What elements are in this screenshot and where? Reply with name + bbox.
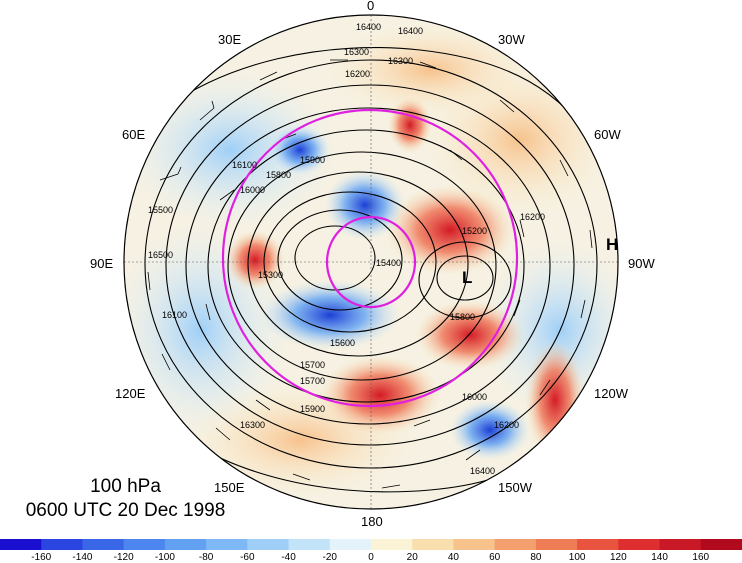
lon-label-120w: 120W	[594, 386, 628, 401]
contour-label: 15800	[266, 170, 292, 180]
colorbar-tick-label: 140	[651, 552, 668, 563]
colorbar-tick-label: 20	[406, 552, 418, 563]
contour-label: 15200	[462, 226, 488, 236]
lon-label-90e: 90E	[90, 256, 114, 271]
colorbar-swatch	[206, 539, 248, 550]
lon-label-60w: 60W	[594, 127, 621, 142]
contour-label: 16300	[240, 420, 266, 430]
colorbar-tick-label: -20	[322, 552, 337, 563]
lon-label-150e: 150E	[214, 480, 245, 495]
contour-label: 15800	[450, 312, 476, 322]
contour-label: 16400	[470, 466, 496, 476]
lon-label-180: 180	[361, 514, 383, 529]
high-center-label: H	[606, 235, 619, 254]
contour-label: 16200	[345, 69, 371, 79]
colorbar-swatch	[453, 539, 496, 550]
colorbar-swatch	[164, 539, 207, 550]
colorbar-swatch	[577, 539, 619, 550]
colorbar-tick-label: -40	[281, 552, 296, 563]
colorbar-swatch	[371, 539, 413, 550]
colorbar-tick-label: -120	[113, 552, 134, 563]
contour-label: 16200	[520, 212, 546, 222]
colorbar-swatch	[41, 539, 83, 550]
contour-label: 15900	[300, 155, 326, 165]
colorbar-swatch	[494, 539, 537, 550]
colorbar-swatch	[82, 539, 125, 550]
colorbar-tick-label: 0	[368, 552, 374, 563]
colorbar-swatch	[123, 539, 166, 550]
contour-label: 16100	[162, 310, 188, 320]
lon-label-30w: 30W	[498, 32, 525, 47]
low-center-label: L	[462, 268, 473, 287]
colorbar-tick-label: 100	[568, 552, 586, 563]
lon-label-60e: 60E	[122, 127, 146, 142]
colorbar-swatch	[412, 539, 454, 550]
map-boundary	[123, 14, 619, 510]
contour-label: 16200	[494, 420, 520, 430]
contour-label: 15700	[300, 360, 326, 370]
contour-label: 16500	[148, 250, 174, 260]
contour-label: 16400	[356, 22, 382, 32]
colorbar	[0, 539, 742, 550]
colorbar-tick-label: 40	[447, 552, 459, 563]
colorbar-swatch	[0, 539, 42, 550]
colorbar-swatch	[247, 539, 290, 550]
colorbar-tick-label: 80	[530, 552, 542, 563]
colorbar-tick-label: 120	[609, 552, 627, 563]
polar-map	[123, 14, 619, 510]
contour-label: 15700	[300, 376, 326, 386]
contour-label: 16100	[232, 160, 258, 170]
contour-label: 15500	[148, 205, 174, 215]
colorbar-tick-label: -60	[240, 552, 255, 563]
colorbar-swatch	[659, 539, 702, 550]
contour-label: 16400	[398, 26, 424, 36]
lon-label-30e: 30E	[218, 32, 242, 47]
colorbar-tick-label: 160	[692, 552, 710, 563]
contour-label: 16000	[240, 185, 266, 195]
colorbar-swatch	[288, 539, 331, 550]
contour-label: 15400	[376, 258, 402, 268]
contour-label: 16300	[344, 47, 370, 57]
lon-label-120e: 120E	[115, 386, 146, 401]
datetime-caption: 0600 UTC 20 Dec 1998	[25, 500, 226, 521]
colorbar-swatch	[535, 539, 578, 550]
colorbar-tick-label: -160	[31, 552, 52, 563]
contour-label: 15900	[300, 404, 326, 414]
pressure-level-caption: 100 hPa	[90, 476, 161, 497]
colorbar-swatch	[700, 539, 742, 550]
colorbar-tick-label: -100	[154, 552, 175, 563]
wind-barbs	[147, 59, 593, 489]
colorbar-swatch	[329, 539, 372, 550]
contour-label: 15600	[330, 338, 356, 348]
lon-label-150w: 150W	[498, 480, 532, 495]
lon-label-90w: 90W	[628, 256, 655, 271]
colorbar-tick-label: -80	[198, 552, 214, 563]
lon-label-0: 0	[367, 0, 375, 13]
contour-label: 16300	[388, 56, 414, 66]
colorbar-tick-label: -140	[72, 552, 93, 563]
contour-label: 15300	[258, 270, 284, 280]
colorbar-swatch	[618, 539, 661, 550]
contour-label: 16000	[462, 392, 488, 402]
magenta-contour-outer	[221, 108, 519, 408]
colorbar-tick-label: 60	[489, 552, 501, 563]
